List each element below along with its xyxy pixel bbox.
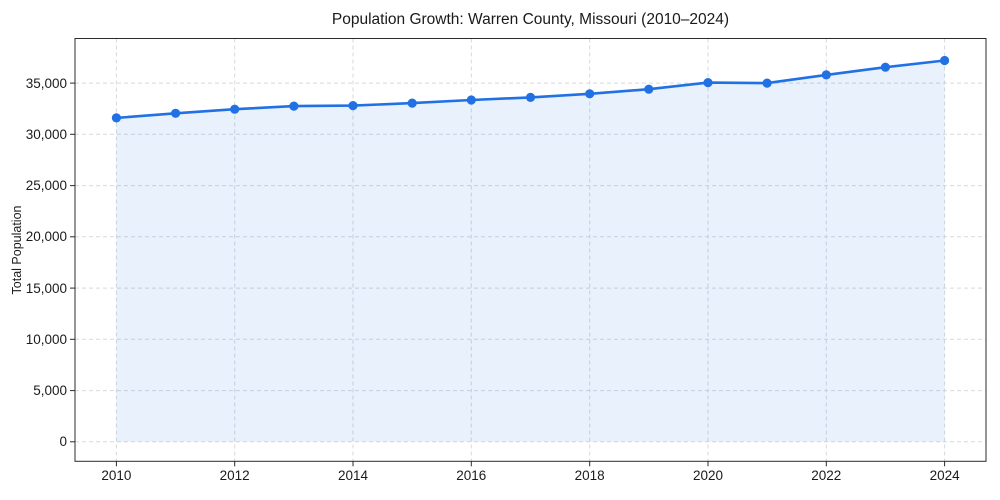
- x-tick-label: 2022: [811, 468, 842, 483]
- x-tick-label: 2018: [574, 468, 605, 483]
- data-point: [585, 89, 595, 99]
- data-point: [111, 113, 121, 123]
- data-point: [289, 101, 299, 111]
- data-point: [407, 98, 417, 108]
- x-tick-label: 2014: [337, 468, 369, 483]
- data-point: [703, 78, 713, 88]
- data-point: [880, 62, 891, 72]
- y-tick-label: 35,000: [25, 75, 67, 91]
- x-tick-label: 2024: [929, 468, 960, 483]
- y-tick-label: 5,000: [33, 383, 67, 399]
- x-tick-label: 2010: [101, 468, 132, 483]
- x-tick-label: 2020: [692, 468, 724, 483]
- y-tick-label: 15,000: [25, 280, 67, 296]
- data-point: [348, 101, 358, 111]
- x-tick-label: 2012: [219, 468, 250, 483]
- chart-title: Population Growth: Warren County, Missou…: [331, 11, 730, 28]
- data-point: [762, 78, 772, 88]
- data-point: [644, 84, 654, 94]
- y-tick-label: 0: [59, 434, 67, 450]
- data-point: [821, 70, 831, 80]
- data-point: [940, 55, 950, 66]
- plot-border: [74, 38, 987, 462]
- data-point: [466, 95, 476, 105]
- y-tick-label: 20,000: [25, 229, 67, 245]
- data-point: [525, 92, 536, 102]
- data-point: [230, 104, 240, 114]
- y-tick-label: 30,000: [25, 126, 67, 142]
- area-fill: [116, 60, 945, 442]
- y-tick-label: 25,000: [25, 178, 67, 194]
- data-point: [171, 108, 181, 118]
- y-tick-label: 10,000: [25, 331, 67, 347]
- x-tick-label: 2016: [456, 468, 487, 483]
